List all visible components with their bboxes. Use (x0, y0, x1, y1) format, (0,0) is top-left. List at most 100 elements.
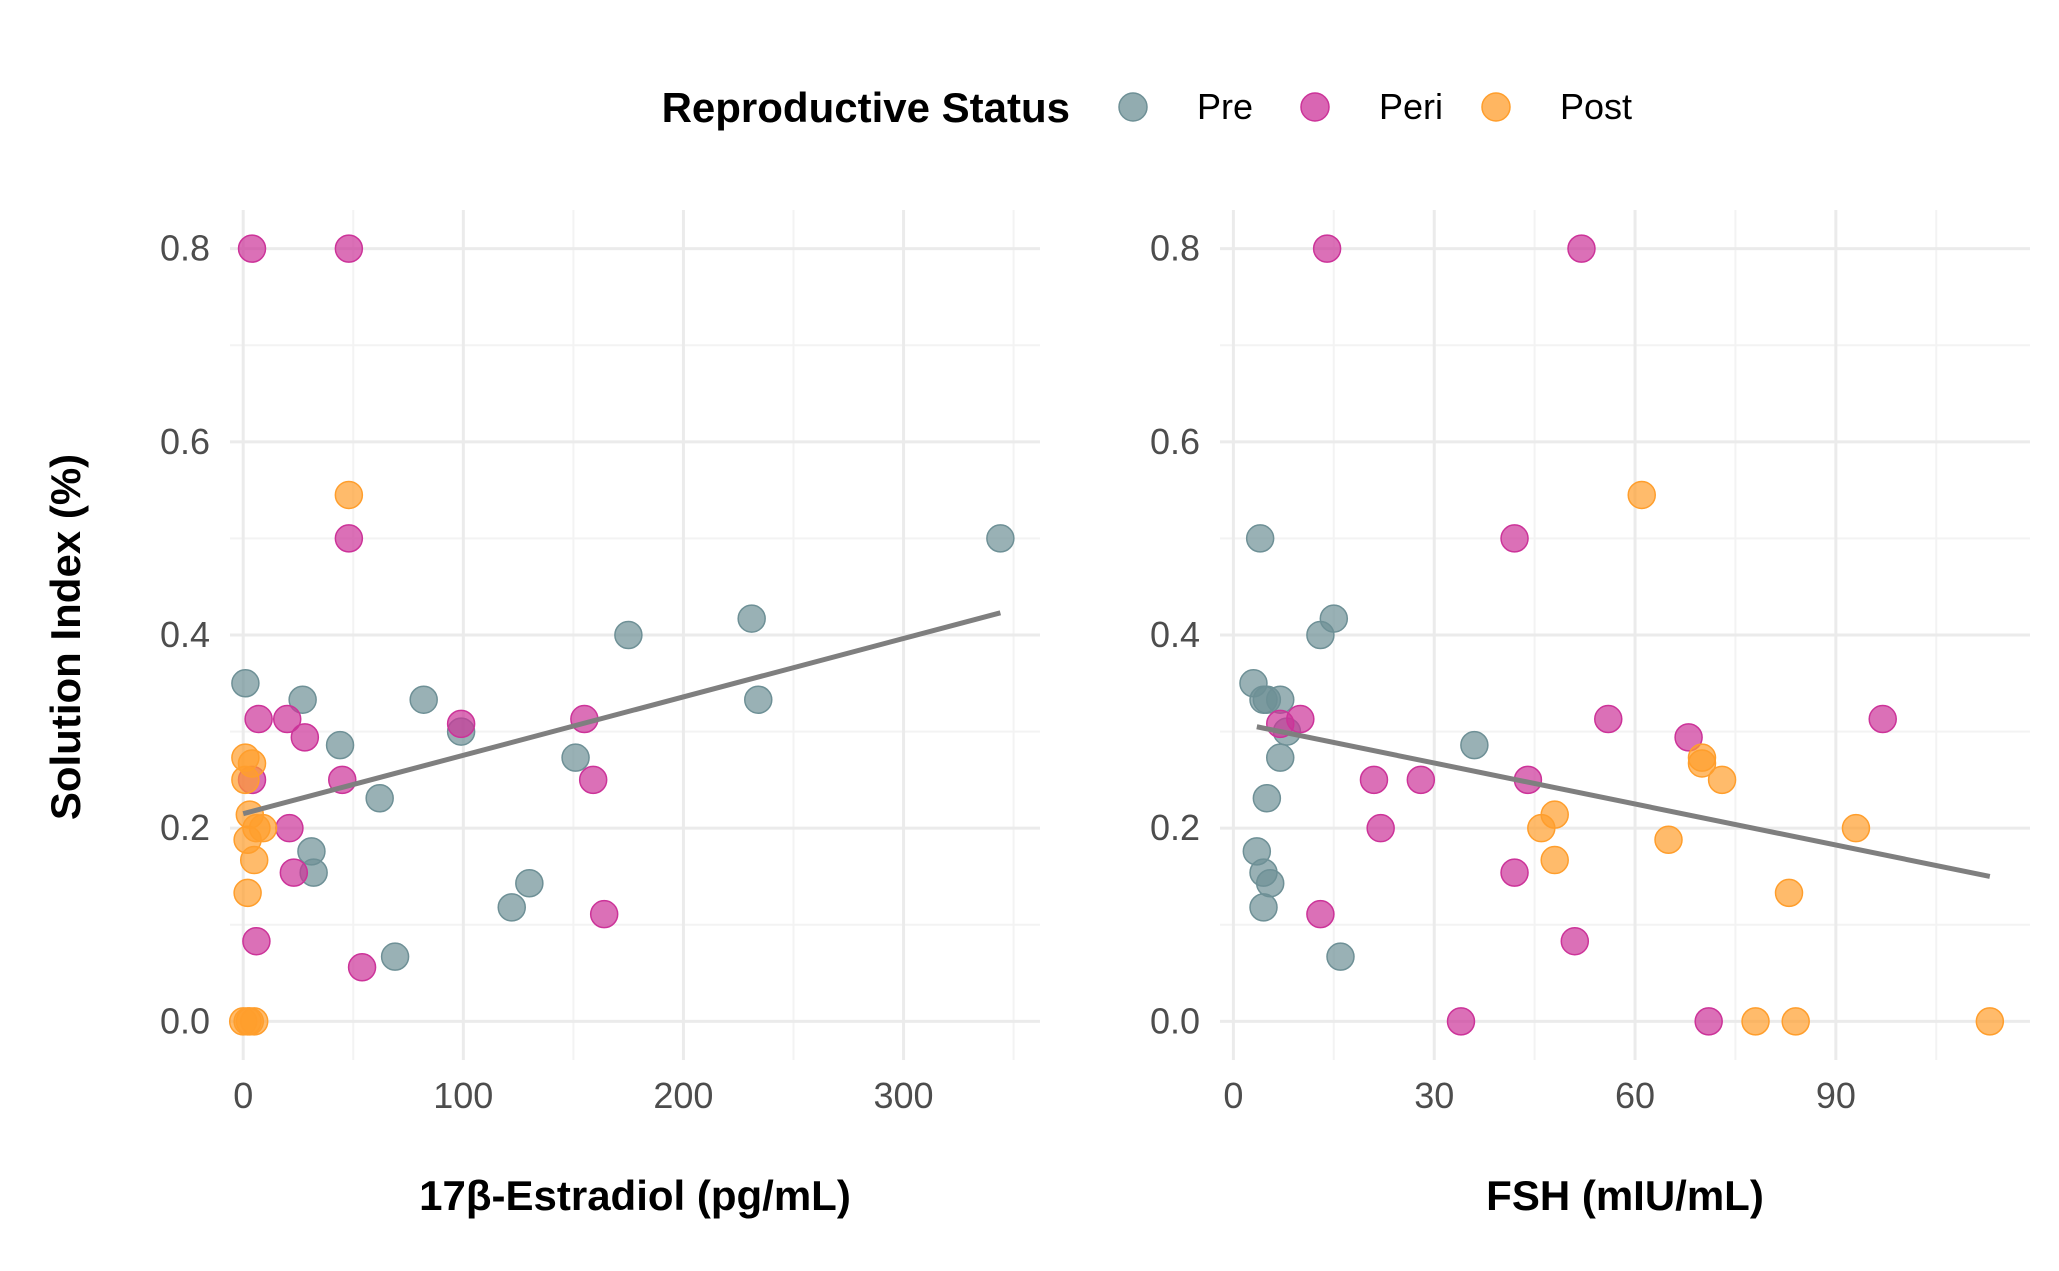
x-tick-label: 100 (433, 1075, 493, 1116)
x-tick-label: 0 (233, 1075, 253, 1116)
data-points (228, 234, 1015, 1036)
point-peri (237, 234, 267, 263)
x-axis-title: 17β-Estradiol (pg/mL) (419, 1172, 851, 1219)
legend-label-pre: Pre (1197, 86, 1253, 127)
panel-estradiol: 0.0 0.2 0.4 0.6 0.8 0 100 200 300 17β-Estradiol (… (160, 210, 1040, 1219)
point-pre (515, 868, 544, 898)
point-post (1654, 825, 1683, 855)
point-pre (1265, 685, 1295, 714)
legend-label-post: Post (1560, 86, 1632, 127)
gridlines (1220, 210, 2030, 1060)
point-pre (1326, 942, 1355, 971)
point-peri (1406, 765, 1436, 795)
point-peri (1868, 704, 1897, 734)
y-tick-label: 0.8 (1150, 228, 1200, 269)
legend-marker-pre (1118, 92, 1148, 122)
point-post (1774, 878, 1804, 908)
point-peri (1567, 234, 1596, 263)
point-post (334, 480, 364, 510)
point-pre (288, 685, 317, 714)
point-pre (325, 730, 355, 760)
point-post (233, 878, 262, 908)
y-tick-label: 0.4 (1150, 614, 1200, 655)
legend-label-peri: Peri (1379, 86, 1443, 127)
point-pre (614, 620, 643, 650)
y-tick-label: 0.4 (160, 614, 210, 655)
point-peri (1500, 524, 1529, 553)
legend: Reproductive Status Pre Peri Post (662, 84, 1632, 131)
point-pre (1265, 743, 1295, 772)
point-pre (1255, 868, 1285, 898)
y-tick-label: 0.8 (160, 228, 210, 269)
point-post (1627, 480, 1656, 510)
point-pre (986, 524, 1015, 553)
x-tick-label: 60 (1615, 1075, 1655, 1116)
point-peri (589, 899, 619, 929)
point-peri (1306, 899, 1335, 929)
x-tick-label: 90 (1816, 1075, 1856, 1116)
point-pre (1319, 604, 1349, 633)
regression-line (1256, 724, 1991, 879)
y-tick-label: 0.2 (1150, 807, 1200, 848)
point-peri (279, 858, 309, 887)
point-peri (275, 813, 304, 843)
point-peri (1500, 858, 1529, 887)
x-tick-label: 200 (653, 1075, 713, 1116)
point-peri (1366, 813, 1395, 843)
legend-marker-peri (1300, 92, 1330, 122)
point-pre (497, 893, 526, 922)
gridlines (230, 210, 1040, 1060)
y-tick-label: 0.6 (160, 421, 210, 462)
y-tick-label: 0.0 (1150, 1000, 1200, 1041)
point-peri (334, 234, 364, 263)
point-post (1540, 800, 1569, 829)
point-peri (242, 926, 271, 956)
legend-title: Reproductive Status (662, 84, 1070, 131)
legend-item-peri: Peri (1300, 86, 1443, 127)
point-peri (244, 704, 273, 734)
point-post (1781, 1007, 1810, 1036)
point-pre (737, 604, 766, 633)
point-peri (578, 765, 608, 795)
point-pre (1252, 783, 1282, 813)
point-pre (1249, 893, 1278, 922)
point-peri (272, 704, 302, 734)
point-peri (1446, 1007, 1476, 1036)
point-pre (1460, 730, 1489, 760)
point-post (231, 765, 260, 795)
x-tick-label: 300 (873, 1075, 933, 1116)
point-post (1975, 1007, 2005, 1036)
point-peri (347, 953, 377, 982)
point-peri (290, 723, 320, 752)
y-tick-label: 0.0 (160, 1000, 210, 1041)
point-pre (380, 942, 410, 971)
point-pre (231, 669, 260, 698)
point-post (1841, 813, 1871, 843)
point-post (1687, 749, 1717, 778)
point-post (239, 845, 269, 875)
point-peri (334, 524, 364, 553)
point-peri (1674, 723, 1703, 752)
x-axis-title: FSH (mIU/mL) (1486, 1172, 1764, 1219)
point-post (239, 1007, 269, 1036)
point-peri (1560, 926, 1590, 956)
point-post (1540, 845, 1569, 875)
legend-item-post: Post (1481, 86, 1632, 127)
point-pre (409, 685, 438, 714)
point-post (1741, 1007, 1770, 1036)
point-peri (1312, 234, 1342, 263)
y-tick-label: 0.2 (160, 807, 210, 848)
point-peri (1594, 704, 1623, 734)
point-post (1707, 765, 1737, 795)
point-pre (365, 783, 394, 813)
legend-items: Pre Peri Post (1118, 86, 1632, 127)
x-tick-label: 0 (1223, 1075, 1243, 1116)
x-tick-label: 30 (1414, 1075, 1454, 1116)
point-peri (446, 709, 476, 739)
y-axis-title: Solution Index (%) (42, 454, 89, 820)
point-peri (1694, 1007, 1723, 1036)
point-pre (744, 685, 773, 714)
point-peri (1359, 765, 1389, 795)
point-peri (1286, 704, 1315, 734)
